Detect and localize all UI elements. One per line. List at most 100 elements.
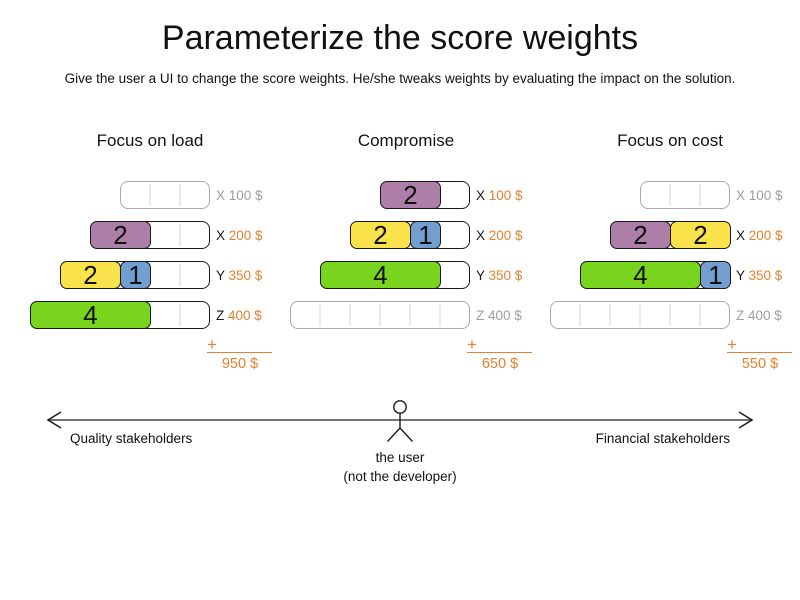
constraint-letter: Z bbox=[476, 307, 488, 323]
row-cost-label: X 200 $ bbox=[476, 228, 523, 243]
weight-row-container bbox=[550, 301, 730, 329]
constraint-cost: 100 $ bbox=[488, 187, 523, 203]
panel-heading: Focus on load bbox=[96, 131, 204, 150]
constraint-cost: 350 $ bbox=[228, 267, 263, 283]
weight-block: 1 bbox=[700, 260, 731, 290]
weight-row-container: 2 bbox=[380, 180, 470, 210]
cell-divider-line bbox=[699, 304, 701, 326]
plus-sign: + bbox=[207, 335, 217, 354]
constraint-cost: 400 $ bbox=[488, 307, 522, 323]
financial-stakeholders-label: Financial stakeholders bbox=[595, 431, 730, 446]
cell-divider-line bbox=[669, 184, 671, 206]
weight-block: 2 bbox=[610, 220, 671, 250]
cell-divider-line bbox=[349, 304, 351, 326]
constraint-letter: Y bbox=[216, 267, 229, 283]
stakeholder-axis bbox=[46, 400, 754, 442]
user-label-line1: the user bbox=[375, 450, 425, 465]
constraint-cost: 200 $ bbox=[748, 227, 783, 243]
cell-divider-line bbox=[149, 184, 151, 206]
constraint-cost: 400 $ bbox=[228, 307, 262, 323]
row-cost-label: Y 350 $ bbox=[476, 268, 522, 283]
weight-block: 4 bbox=[320, 260, 441, 290]
total-cost: 950 $ bbox=[221, 356, 259, 372]
weight-block: 2 bbox=[60, 260, 121, 290]
cell-divider-line bbox=[579, 304, 581, 326]
constraint-cost: 100 $ bbox=[748, 187, 783, 203]
sum-divider bbox=[207, 352, 272, 353]
constraint-cost: 400 $ bbox=[748, 307, 782, 323]
plus-sign: + bbox=[467, 335, 477, 354]
weight-row-container bbox=[640, 181, 730, 209]
user-label-line2: (not the developer) bbox=[343, 469, 457, 484]
weight-row-container bbox=[120, 181, 210, 209]
constraint-cost: 200 $ bbox=[228, 227, 263, 243]
weight-block: 4 bbox=[30, 300, 151, 330]
weight-block: 1 bbox=[410, 220, 441, 250]
cell-divider-line bbox=[319, 304, 321, 326]
constraint-letter: Y bbox=[736, 267, 749, 283]
row-cost-label: Z 400 $ bbox=[216, 308, 262, 323]
user-stick-figure-icon bbox=[386, 400, 414, 442]
weight-row-container bbox=[290, 301, 470, 329]
quality-stakeholders-label: Quality stakeholders bbox=[70, 431, 193, 446]
constraint-letter: X bbox=[476, 227, 489, 243]
total-cost: 550 $ bbox=[741, 356, 779, 372]
cell-divider-line bbox=[379, 304, 381, 326]
plus-sign: + bbox=[727, 335, 737, 354]
weight-block: 2 bbox=[380, 180, 441, 210]
weight-row-container: 4 bbox=[320, 260, 470, 290]
weight-row-container: 4 bbox=[30, 300, 210, 330]
cell-divider-line bbox=[669, 304, 671, 326]
row-cost-label: X 100 $ bbox=[476, 188, 523, 203]
sum-divider bbox=[467, 352, 532, 353]
constraint-letter: X bbox=[736, 227, 749, 243]
weight-block: 1 bbox=[120, 260, 151, 290]
row-cost-label: Z 400 $ bbox=[736, 308, 782, 323]
constraint-cost: 200 $ bbox=[488, 227, 523, 243]
weight-row-container: 2 bbox=[90, 220, 210, 250]
row-cost-label: X 100 $ bbox=[736, 188, 783, 203]
row-cost-label: X 200 $ bbox=[736, 228, 783, 243]
constraint-cost: 100 $ bbox=[228, 187, 263, 203]
weight-block: 2 bbox=[90, 220, 151, 250]
constraint-cost: 350 $ bbox=[748, 267, 783, 283]
page-subtitle: Give the user a UI to change the score w… bbox=[64, 71, 736, 86]
weight-block: 2 bbox=[670, 220, 731, 250]
constraint-cost: 350 $ bbox=[488, 267, 523, 283]
right-arrowhead-icon bbox=[738, 411, 754, 429]
cell-divider-line bbox=[179, 304, 181, 326]
row-cost-label: X 100 $ bbox=[216, 188, 263, 203]
left-arrowhead-icon bbox=[46, 411, 62, 429]
constraint-letter: X bbox=[216, 227, 229, 243]
constraint-letter: X bbox=[476, 187, 489, 203]
row-cost-label: Z 400 $ bbox=[476, 308, 522, 323]
row-cost-label: X 200 $ bbox=[216, 228, 263, 243]
cell-divider-line bbox=[439, 304, 441, 326]
cell-divider-line bbox=[609, 304, 611, 326]
sum-divider bbox=[727, 352, 792, 353]
cell-divider-line bbox=[179, 264, 181, 286]
cell-divider-line bbox=[409, 304, 411, 326]
weight-block: 2 bbox=[350, 220, 411, 250]
constraint-letter: X bbox=[216, 187, 229, 203]
cell-divider-line bbox=[179, 224, 181, 246]
constraint-letter: X bbox=[736, 187, 749, 203]
constraint-letter: Z bbox=[216, 307, 228, 323]
row-cost-label: Y 350 $ bbox=[736, 268, 782, 283]
cell-divider-line bbox=[179, 184, 181, 206]
constraint-letter: Y bbox=[476, 267, 489, 283]
cell-divider-line bbox=[699, 184, 701, 206]
total-cost: 650 $ bbox=[481, 356, 519, 372]
page-title: Parameterize the score weights bbox=[161, 19, 639, 57]
panel-heading: Compromise bbox=[357, 131, 455, 150]
constraint-letter: Z bbox=[736, 307, 748, 323]
weight-block: 4 bbox=[580, 260, 701, 290]
row-cost-label: Y 350 $ bbox=[216, 268, 262, 283]
